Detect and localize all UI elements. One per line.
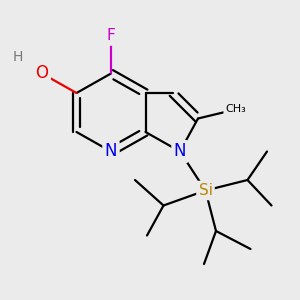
Text: H: H <box>13 50 23 64</box>
Text: N: N <box>174 142 186 160</box>
Text: N: N <box>105 142 117 160</box>
Text: Si: Si <box>199 183 212 198</box>
Text: O: O <box>35 64 49 82</box>
Text: F: F <box>106 28 116 44</box>
Text: CH₃: CH₃ <box>225 104 246 115</box>
